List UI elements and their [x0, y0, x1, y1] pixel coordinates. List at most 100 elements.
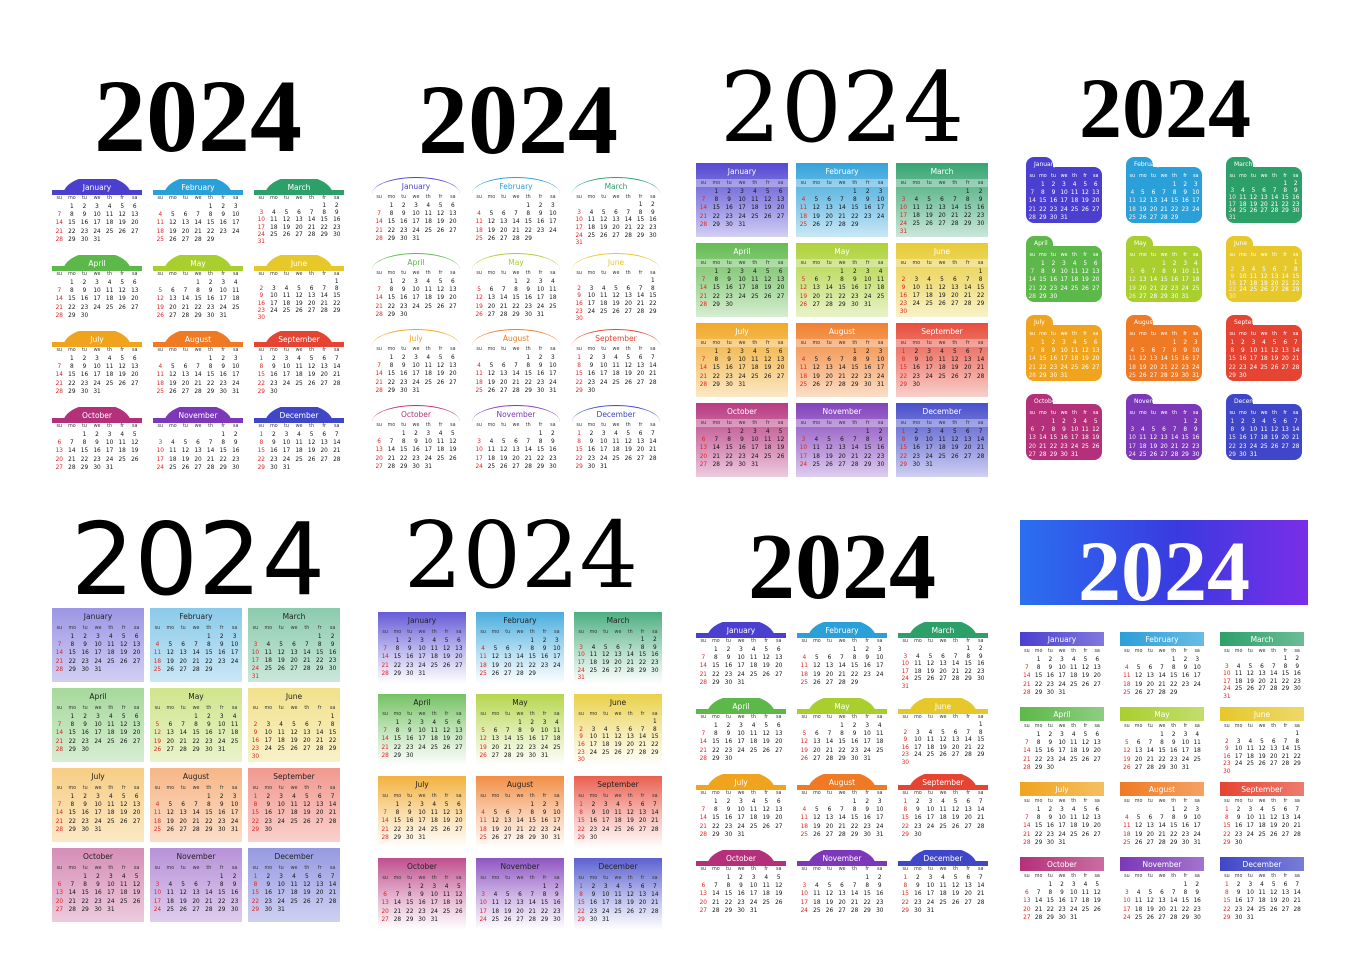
weekday-label: fr [1083, 411, 1088, 416]
weekday-label: we [614, 876, 622, 881]
week-row: 29 30 [1227, 372, 1301, 380]
day-cell: 17 [863, 739, 871, 746]
day-cell: 28 [1158, 839, 1166, 846]
day-cell [104, 746, 117, 754]
weekday-label: su [252, 866, 259, 871]
weekday-row: su mo tu we th fr sa [154, 195, 242, 203]
day-cell: 26 [166, 666, 174, 673]
weekday-label: sa [877, 791, 883, 796]
day-cell: 24 [257, 231, 265, 238]
day-cell: 1 [70, 356, 74, 362]
day-cell: 21 [712, 453, 720, 460]
day-cell: 8 [82, 440, 87, 447]
day-cell [761, 221, 774, 229]
weekday-label: su [902, 715, 909, 720]
day-cell [498, 354, 510, 362]
day-cell: 20 [938, 213, 946, 219]
day-cell: 15 [1293, 746, 1301, 752]
day-cell: 27 [179, 666, 187, 673]
day-cell: 6 [493, 728, 498, 735]
month-november: November su mo tu we th fr sa 1 2 3 4 5 6 7 8 9 10 11 12 13 1… [153, 405, 243, 475]
day-cell: 30 [206, 312, 215, 319]
weekday-label: th [751, 639, 757, 644]
day-cell: 6 [640, 802, 645, 808]
day-cell: 28 [699, 679, 707, 686]
day-cell: 30 [976, 221, 985, 227]
day-cell: 29 [712, 221, 720, 228]
week-row: 28 29 30 31 [373, 387, 459, 395]
day-cell: 3 [1183, 261, 1188, 267]
day-cell: 16 [81, 730, 89, 737]
day-cell [280, 279, 293, 286]
day-cell [326, 753, 339, 761]
day-cell: 3 [272, 286, 276, 293]
weekday-label: th [1271, 874, 1277, 879]
day-cell: 28 [651, 908, 659, 915]
day-cell: 7 [196, 364, 200, 371]
day-cell: 11 [612, 439, 620, 446]
weekday-label: tu [505, 712, 511, 717]
day-cell: 16 [93, 448, 101, 455]
day-cell: 11 [749, 655, 758, 662]
day-cell: 31 [218, 746, 226, 753]
weekday-label: th [304, 786, 310, 791]
day-cell: 10 [925, 357, 933, 364]
day-cell [117, 826, 130, 834]
weekday-row: su mo tu we th fr sa [53, 705, 143, 713]
day-cell: 9 [1051, 190, 1056, 197]
month-name: October [1046, 859, 1077, 869]
month-name: December [1242, 859, 1282, 869]
week-row: 14 15 16 17 18 19 20 [697, 738, 785, 746]
day-cell: 7 [501, 287, 506, 294]
week-row: 18 19 20 21 22 23 24 [1127, 364, 1201, 372]
day-cell [937, 907, 950, 915]
weekday-label: th [1071, 799, 1077, 804]
day-cell: 18 [926, 744, 935, 751]
day-cell [636, 916, 648, 924]
day-cell: 15 [1170, 198, 1179, 205]
day-cell: 9 [1230, 273, 1235, 280]
day-cell: 3 [1062, 261, 1066, 267]
weekday-label: mo [270, 196, 278, 201]
day-cell [1027, 418, 1038, 426]
day-cell: 24 [412, 379, 420, 386]
day-cell: 23 [724, 823, 733, 830]
day-cell: 1 [208, 204, 213, 210]
week-row: 19 20 21 22 23 24 25 [1127, 285, 1201, 293]
day-cell: 27 [181, 388, 190, 395]
month-name: May [188, 691, 204, 701]
day-cell: 19 [951, 815, 960, 822]
month-april: April su mo tu we th fr sa 1 2 3 4 5 6 7 8 9 10 11 12 13 14 15… [696, 243, 788, 317]
day-cell [747, 831, 760, 839]
day-cell [923, 308, 936, 316]
day-cell: 22 [251, 818, 260, 825]
day-cell: 26 [926, 676, 935, 682]
weekday-row: su mo tu we th fr sa [797, 420, 887, 428]
day-cell: 1 [714, 647, 718, 653]
weekday-label: su [1124, 874, 1130, 879]
weekday-label: su [700, 867, 707, 872]
cal-8: 2024 January su mo tu we th fr sa 1 2 3 4 5 6 7 8 9 10 11 12… [1020, 520, 1308, 927]
day-cell: 1 [714, 269, 719, 275]
day-cell: 23 [549, 455, 557, 462]
week-row: 24 25 26 27 28 29 30 [1127, 451, 1201, 459]
day-cell: 9 [219, 642, 224, 649]
day-cell: 3 [603, 802, 608, 808]
day-cell [116, 236, 129, 244]
day-cell: 6 [1148, 665, 1153, 672]
day-cell [1280, 769, 1292, 777]
month-name: April [733, 246, 751, 256]
week-row: 24 25 26 27 28 29 30 [473, 463, 559, 471]
day-cell: 23 [81, 658, 89, 665]
day-cell: 19 [624, 371, 632, 378]
day-cell: 3 [1183, 732, 1188, 738]
week-row: 23 24 25 26 27 28 29 [573, 309, 659, 317]
day-cell: 17 [876, 365, 885, 372]
weekday-label: tu [1047, 874, 1053, 879]
day-cell [447, 311, 459, 319]
